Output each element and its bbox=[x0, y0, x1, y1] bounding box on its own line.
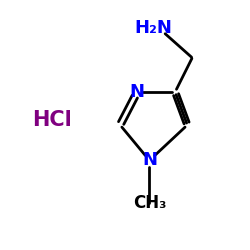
Text: N: N bbox=[130, 83, 145, 101]
Text: H₂N: H₂N bbox=[134, 20, 172, 38]
Text: HCl: HCl bbox=[32, 110, 72, 130]
Text: N: N bbox=[142, 152, 157, 170]
Text: CH₃: CH₃ bbox=[133, 194, 166, 212]
